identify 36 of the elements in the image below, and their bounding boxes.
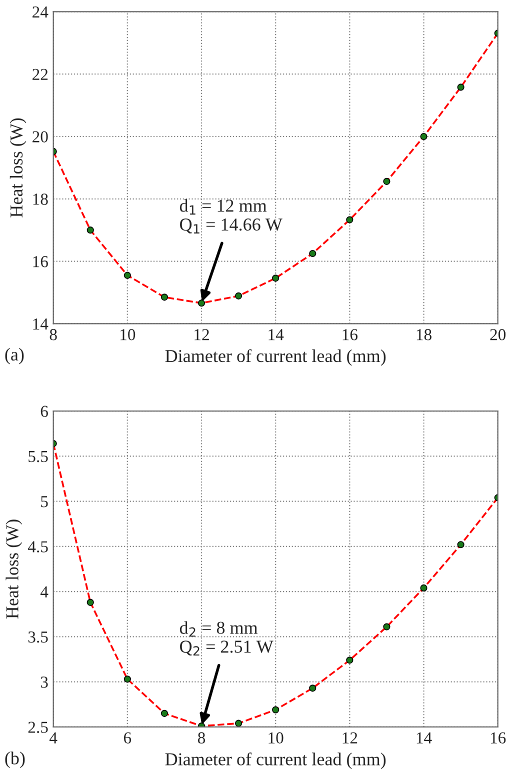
y-axis-title: Heat loss (W): [10, 118, 26, 218]
text: (a): [5, 348, 24, 364]
y-tick-label: 4.5: [28, 541, 48, 552]
x-tick-label: 6: [124, 732, 132, 744]
y-tick-label: 5.5: [28, 451, 48, 462]
x-tick-label: 16: [342, 329, 358, 340]
x-tick-label: 12: [342, 732, 358, 744]
y-tick-label: 22: [32, 68, 48, 80]
y-tick-label: 14: [33, 318, 48, 330]
y-tick-label: 4: [40, 586, 48, 598]
x-tick-label: 10: [268, 732, 284, 744]
y-tick-label: 20: [32, 131, 48, 142]
x-tick-label: 10: [120, 329, 136, 340]
x-tick-label: 16: [490, 732, 506, 744]
y-tick-label: 2.5: [28, 722, 48, 733]
x-tick-label: 8: [198, 732, 206, 744]
annotation: d$_{2}$ = 8 mm Q$_{2}$ = 2.51 W: [180, 621, 274, 656]
x-tick-label: 8: [50, 329, 57, 340]
y-tick-label: 16: [33, 256, 48, 268]
y-tick-label: 18: [33, 194, 48, 205]
text: (b): [5, 752, 25, 768]
x-axis-title: Diameter of current lead (mm): [165, 349, 386, 366]
x-tick-label: 20: [490, 329, 506, 340]
x-axis-title: Diameter of current lead (mm): [165, 752, 386, 770]
y-axis-title: Heat loss (W): [6, 520, 22, 619]
x-tick-label: 12: [194, 329, 209, 340]
y-tick-label: 24: [32, 6, 48, 18]
y-tick-label: 3: [40, 676, 48, 688]
annotation: d$_{1}$ = 12 mm Q$_{1}$ = 14.66 W: [180, 199, 282, 234]
y-tick-label: 6: [40, 406, 48, 418]
x-tick-label: 18: [416, 329, 432, 340]
x-tick-label: 14: [268, 329, 284, 340]
x-tick-label: 4: [50, 732, 58, 744]
x-tick-label: 14: [416, 732, 432, 744]
y-tick-label: 5: [41, 496, 48, 508]
y-tick-label: 3.5: [28, 631, 48, 643]
